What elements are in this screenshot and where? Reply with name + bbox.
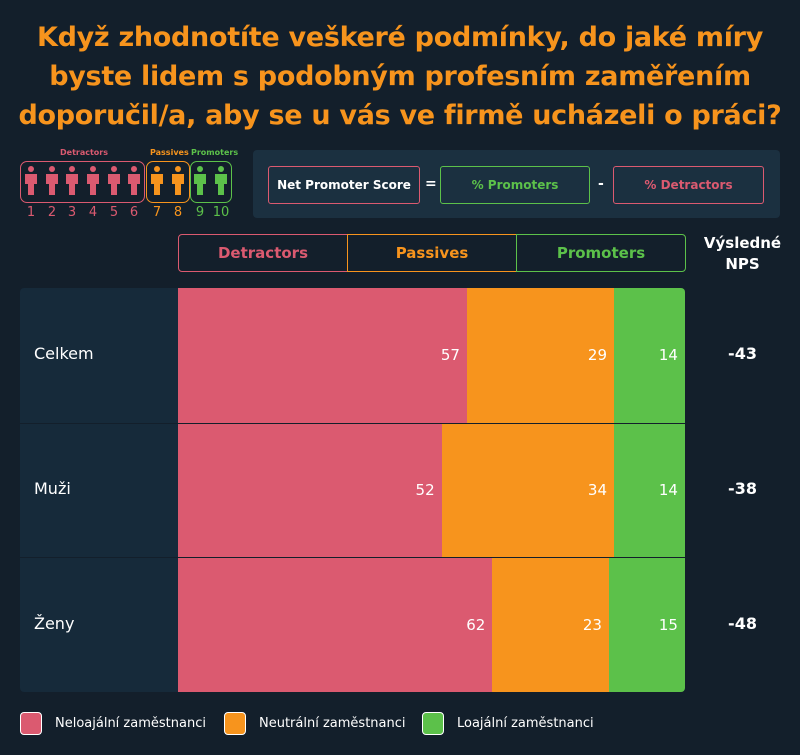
scale-number: 4 (88, 205, 98, 220)
bar-detractors: 57 (178, 288, 467, 423)
scale-detractors-label: Detractors (60, 148, 109, 157)
scale-number: 8 (173, 205, 183, 220)
data-label: 14 (658, 481, 678, 500)
bar-promoters: 14 (614, 288, 685, 423)
data-label: 34 (587, 481, 607, 500)
person-icon (171, 166, 185, 196)
bar-detractors: 62 (178, 557, 493, 693)
row-divider (20, 557, 685, 559)
bar-promoters: 14 (614, 422, 685, 558)
bar-passives: 34 (441, 422, 614, 558)
formula-promoters: % Promoters (440, 166, 590, 204)
person-icon (65, 166, 79, 196)
scale-promoters-label: Promoters (191, 148, 239, 157)
nps-header: Výsledné NPS (703, 234, 782, 273)
scale-passives-label: Passives (150, 148, 189, 157)
person-icon (86, 166, 100, 196)
row-divider (20, 422, 685, 424)
data-label: 14 (658, 346, 678, 365)
chart-title: Když zhodnotíte veškeré podmínky, do jak… (18, 22, 782, 131)
header-promoters: Promoters (516, 234, 686, 272)
legend-promoters: Loajální zaměstnanci (422, 712, 594, 735)
person-icon (45, 166, 59, 196)
data-label: 52 (415, 481, 435, 500)
row-label-column (20, 288, 178, 692)
legend-swatch (224, 712, 246, 735)
scale-number: 9 (195, 205, 205, 220)
legend-detractors: Neloajální zaměstnanci (20, 712, 206, 735)
scale-number: 3 (67, 205, 77, 220)
header-passives: Passives (347, 234, 517, 272)
data-label: 23 (582, 615, 602, 634)
formula-nps: Net Promoter Score (268, 166, 420, 204)
scale-number: 10 (212, 205, 230, 220)
data-label: 29 (587, 346, 607, 365)
person-icon (150, 166, 164, 196)
nps-formula: Net Promoter Score = % Promoters - % Det… (253, 150, 780, 218)
bar-promoters: 15 (608, 557, 685, 693)
legend-label: Loajální zaměstnanci (457, 716, 594, 731)
scale-number: 2 (47, 205, 57, 220)
row-label: Celkem (34, 344, 94, 364)
row-label: Ženy (34, 613, 75, 633)
data-label: 62 (466, 615, 486, 634)
scale-number: 6 (129, 205, 139, 220)
scale-number: 7 (152, 205, 162, 220)
legend-passives: Neutrální zaměstnanci (224, 712, 406, 735)
legend-swatch (20, 712, 42, 735)
row-label: Muži (34, 479, 71, 499)
data-label: 15 (658, 615, 678, 634)
legend-swatch (422, 712, 444, 735)
scale-number: 1 (26, 205, 36, 220)
formula-detractors: % Detractors (613, 166, 764, 204)
header-detractors: Detractors (178, 234, 348, 272)
scale-number: 5 (109, 205, 119, 220)
legend-label: Neutrální zaměstnanci (259, 716, 406, 731)
person-icon (24, 166, 38, 196)
nps-value: -38 (728, 479, 757, 499)
person-icon (214, 166, 228, 196)
bar-passives: 29 (466, 288, 614, 423)
nps-value: -43 (728, 344, 757, 364)
bar-detractors: 52 (178, 422, 442, 558)
data-label: 57 (440, 346, 460, 365)
nps-value: -48 (728, 613, 757, 633)
formula-equals: = (425, 176, 437, 192)
legend-label: Neloajální zaměstnanci (55, 716, 206, 731)
bar-passives: 23 (492, 557, 609, 693)
person-icon (193, 166, 207, 196)
person-icon (127, 166, 141, 196)
person-icon (107, 166, 121, 196)
formula-minus: - (598, 176, 604, 192)
